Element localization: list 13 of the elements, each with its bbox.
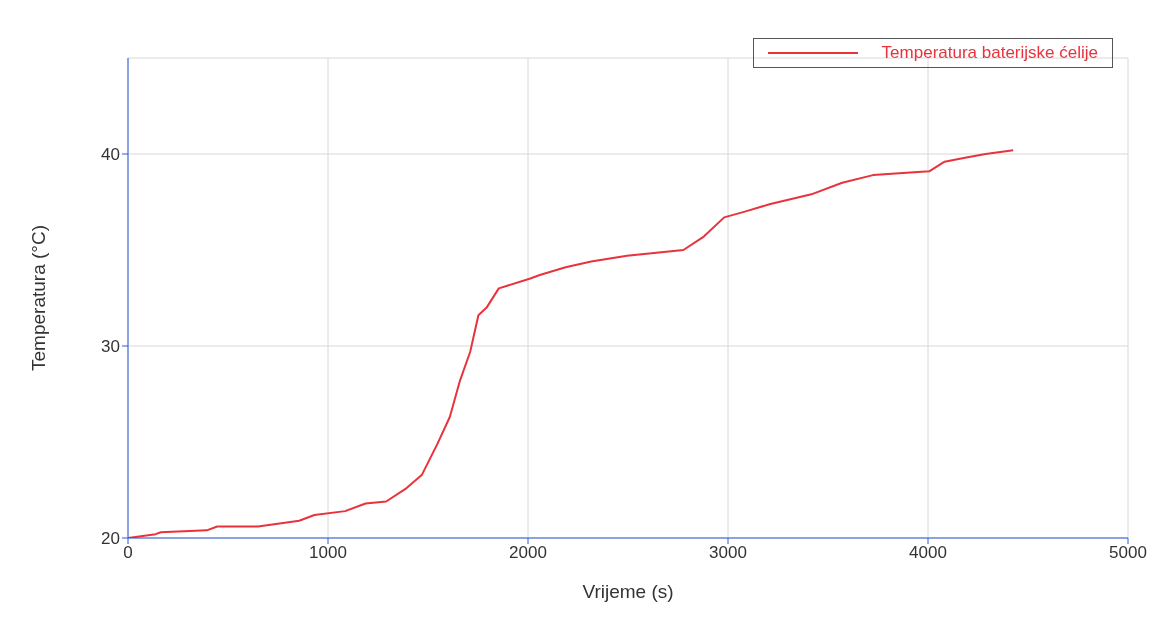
y-tick-label: 30: [101, 337, 120, 357]
x-tick-label: 4000: [909, 543, 947, 563]
y-axis-title: Temperatura (°C): [27, 225, 49, 371]
x-tick-label: 1000: [309, 543, 347, 563]
text: Temperatura baterijske ćelije: [881, 43, 1098, 63]
x-axis-title: Vrijeme (s): [582, 581, 674, 602]
x-tick-label: 5000: [1109, 543, 1147, 563]
y-tick-label: 20: [101, 529, 120, 549]
x-tick-label: 2000: [509, 543, 547, 563]
line-series: [128, 149, 1015, 538]
x-tick-label: 0: [123, 543, 133, 563]
y-tick-label: 40: [101, 145, 120, 165]
x-tick-label: 3000: [709, 543, 747, 563]
